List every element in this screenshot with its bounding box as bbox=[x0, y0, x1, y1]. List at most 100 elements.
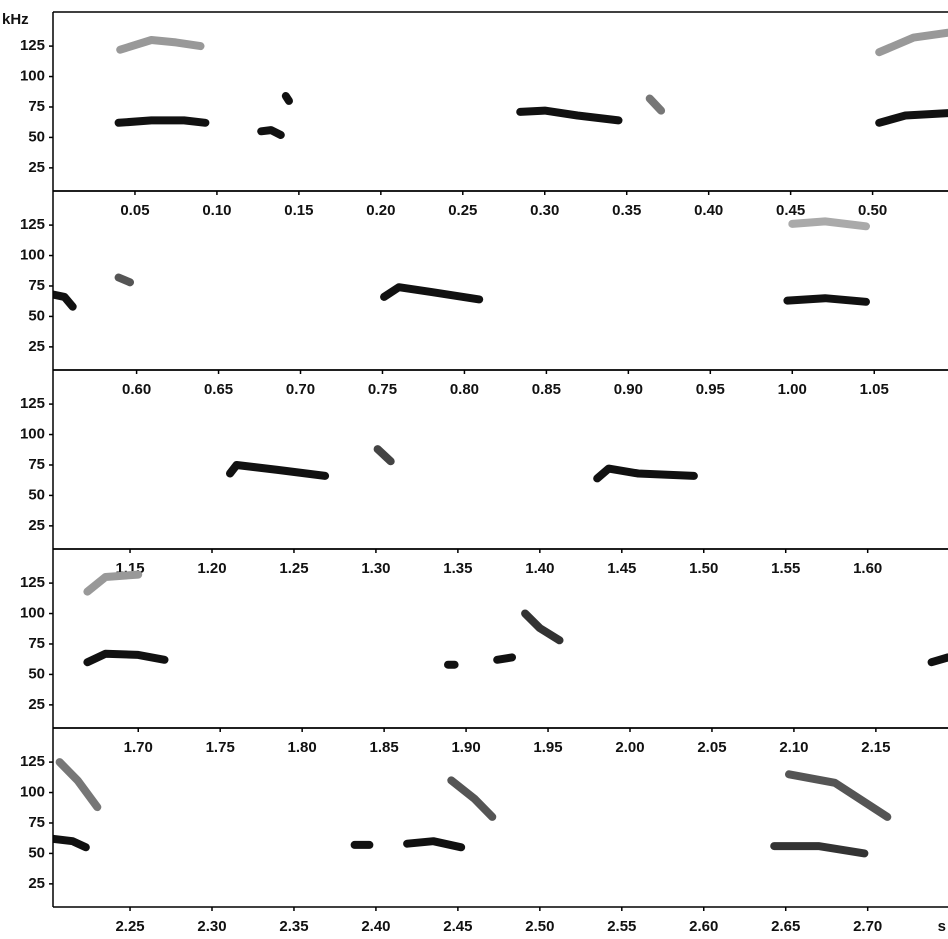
x-tick-label: 0.65 bbox=[204, 381, 233, 398]
call-trace bbox=[257, 126, 285, 139]
x-tick-label: 1.20 bbox=[197, 560, 226, 577]
call-trace bbox=[788, 217, 870, 231]
y-tick-label: 25 bbox=[28, 517, 45, 534]
call-trace bbox=[447, 776, 497, 821]
x-tick-label: 0.95 bbox=[696, 381, 725, 398]
x-tick-label: 0.40 bbox=[694, 202, 723, 219]
y-tick-label: 25 bbox=[28, 159, 45, 176]
x-tick-label: 2.15 bbox=[861, 739, 890, 756]
call-trace bbox=[516, 106, 623, 125]
x-tick-label: 2.30 bbox=[197, 918, 226, 935]
call-trace bbox=[493, 653, 516, 664]
y-tick-label: 75 bbox=[28, 98, 45, 115]
call-trace bbox=[593, 464, 698, 483]
call-trace bbox=[783, 294, 870, 306]
x-tick-label: 2.45 bbox=[443, 918, 472, 935]
call-trace bbox=[785, 770, 892, 821]
x-tick-label: 1.25 bbox=[279, 560, 308, 577]
y-tick-label: 50 bbox=[28, 128, 45, 145]
x-tick-label: 0.15 bbox=[284, 202, 313, 219]
x-tick-label: 0.80 bbox=[450, 381, 479, 398]
call-trace bbox=[114, 116, 210, 127]
call-trace bbox=[380, 283, 484, 304]
y-tick-label: 25 bbox=[28, 696, 45, 713]
y-tick-label: 100 bbox=[20, 247, 45, 264]
x-axis-label: s bbox=[938, 918, 946, 935]
call-trace bbox=[875, 28, 948, 57]
x-tick-label: 1.70 bbox=[124, 739, 153, 756]
y-tick-label: 25 bbox=[28, 338, 45, 355]
panel bbox=[226, 445, 698, 483]
x-tick-label: 1.60 bbox=[853, 560, 882, 577]
call-trace bbox=[927, 653, 948, 667]
y-tick-label: 125 bbox=[20, 37, 45, 54]
y-tick-label: 125 bbox=[20, 395, 45, 412]
x-tick-label: 0.35 bbox=[612, 202, 641, 219]
x-tick-label: 1.85 bbox=[370, 739, 399, 756]
x-tick-label: 0.75 bbox=[368, 381, 397, 398]
y-tick-label: 50 bbox=[28, 665, 45, 682]
x-tick-label: 2.25 bbox=[115, 918, 144, 935]
x-tick-label: 1.55 bbox=[771, 560, 800, 577]
x-tick-label: 1.30 bbox=[361, 560, 390, 577]
call-trace bbox=[53, 290, 77, 311]
x-tick-label: 0.30 bbox=[530, 202, 559, 219]
y-tick-label: 50 bbox=[28, 307, 45, 324]
x-tick-label: 0.85 bbox=[532, 381, 561, 398]
x-tick-label: 1.45 bbox=[607, 560, 636, 577]
x-tick-label: 2.00 bbox=[615, 739, 644, 756]
x-tick-label: 0.20 bbox=[366, 202, 395, 219]
call-trace bbox=[645, 94, 666, 115]
x-tick-label: 0.90 bbox=[614, 381, 643, 398]
panel bbox=[83, 570, 948, 669]
call-trace bbox=[116, 36, 205, 54]
x-tick-label: 1.95 bbox=[533, 739, 562, 756]
y-tick-label: 50 bbox=[28, 844, 45, 861]
x-tick-label: 1.40 bbox=[525, 560, 554, 577]
x-tick-label: 0.10 bbox=[202, 202, 231, 219]
x-tick-label: 1.75 bbox=[206, 739, 235, 756]
x-tick-label: 1.50 bbox=[689, 560, 718, 577]
x-tick-label: 2.40 bbox=[361, 918, 390, 935]
call-trace bbox=[114, 273, 134, 287]
x-tick-label: 1.05 bbox=[860, 381, 889, 398]
y-tick-label: 75 bbox=[28, 456, 45, 473]
y-tick-label: 100 bbox=[20, 605, 45, 622]
call-trace bbox=[281, 92, 293, 105]
x-tick-label: 0.50 bbox=[858, 202, 887, 219]
x-tick-label: 2.10 bbox=[779, 739, 808, 756]
call-trace bbox=[521, 609, 564, 645]
x-tick-label: 1.00 bbox=[778, 381, 807, 398]
y-tick-label: 100 bbox=[20, 426, 45, 443]
x-tick-label: 1.90 bbox=[451, 739, 480, 756]
y-tick-label: 125 bbox=[20, 753, 45, 770]
panel bbox=[53, 217, 870, 311]
x-tick-label: 2.55 bbox=[607, 918, 636, 935]
y-tick-label: 50 bbox=[28, 486, 45, 503]
x-tick-label: 2.60 bbox=[689, 918, 718, 935]
x-tick-label: 1.35 bbox=[443, 560, 472, 577]
y-tick-label: 125 bbox=[20, 216, 45, 233]
x-tick-label: 2.70 bbox=[853, 918, 882, 935]
call-trace bbox=[53, 834, 90, 852]
y-tick-label: 25 bbox=[28, 875, 45, 892]
call-trace bbox=[875, 109, 948, 127]
x-tick-label: 0.25 bbox=[448, 202, 477, 219]
call-trace bbox=[226, 461, 330, 480]
call-trace bbox=[83, 570, 143, 596]
y-tick-label: 75 bbox=[28, 277, 45, 294]
panel bbox=[53, 758, 892, 858]
y-tick-label: 75 bbox=[28, 814, 45, 831]
x-tick-label: 0.70 bbox=[286, 381, 315, 398]
y-tick-label: 100 bbox=[20, 68, 45, 85]
x-tick-label: 0.60 bbox=[122, 381, 151, 398]
x-tick-label: 0.45 bbox=[776, 202, 805, 219]
y-tick-label: 100 bbox=[20, 784, 45, 801]
x-tick-label: 1.80 bbox=[288, 739, 317, 756]
x-tick-label: 2.35 bbox=[279, 918, 308, 935]
panel bbox=[114, 28, 948, 139]
y-tick-label: 75 bbox=[28, 635, 45, 652]
x-tick-label: 2.65 bbox=[771, 918, 800, 935]
x-tick-label: 2.50 bbox=[525, 918, 554, 935]
